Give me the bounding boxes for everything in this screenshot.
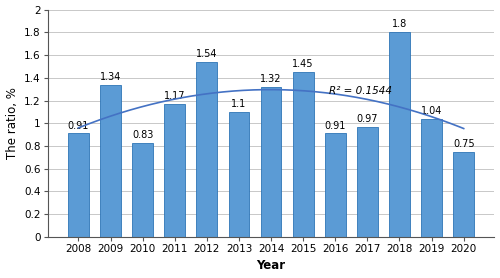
Text: 1.1: 1.1 — [232, 99, 246, 109]
Text: 0.75: 0.75 — [453, 139, 474, 149]
Text: R² = 0.1544: R² = 0.1544 — [329, 86, 392, 96]
Bar — [196, 62, 218, 237]
Text: 0.91: 0.91 — [324, 121, 346, 131]
Bar — [228, 112, 250, 237]
Bar — [454, 152, 474, 237]
Bar — [357, 127, 378, 237]
Bar — [164, 104, 185, 237]
X-axis label: Year: Year — [256, 259, 286, 272]
Text: 1.54: 1.54 — [196, 49, 218, 59]
Text: 1.04: 1.04 — [421, 106, 442, 116]
Text: 1.45: 1.45 — [292, 59, 314, 69]
Text: 1.8: 1.8 — [392, 19, 407, 29]
Bar — [389, 32, 410, 237]
Text: 0.83: 0.83 — [132, 130, 154, 140]
Y-axis label: The ratio, %: The ratio, % — [6, 87, 18, 159]
Bar — [292, 72, 314, 237]
Bar — [100, 85, 121, 237]
Bar — [132, 143, 153, 237]
Text: 0.91: 0.91 — [68, 121, 89, 131]
Text: 1.32: 1.32 — [260, 74, 282, 84]
Bar — [421, 119, 442, 237]
Bar — [68, 133, 89, 237]
Text: 1.34: 1.34 — [100, 72, 121, 82]
Bar — [325, 133, 345, 237]
Text: 0.97: 0.97 — [356, 114, 378, 124]
Text: 1.17: 1.17 — [164, 91, 186, 101]
Bar — [260, 87, 281, 237]
